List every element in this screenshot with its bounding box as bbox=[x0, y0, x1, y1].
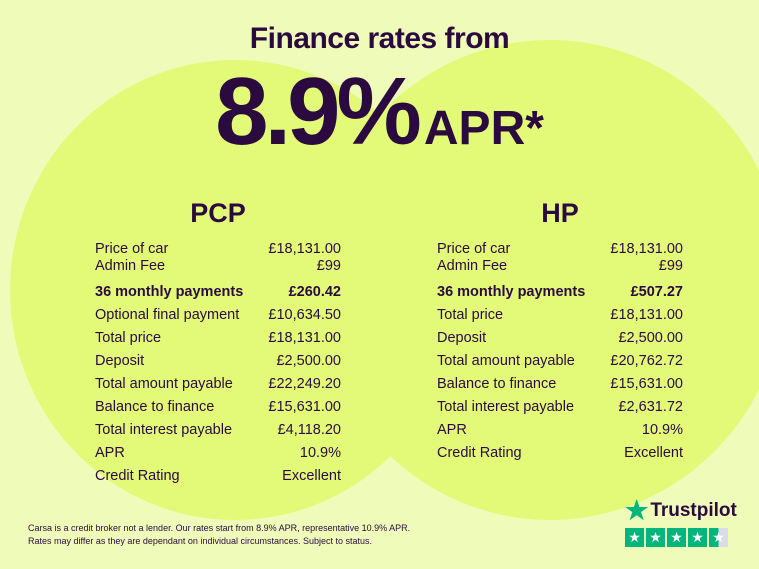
row-label: Total amount payable bbox=[437, 353, 575, 369]
row-value: 10.9% bbox=[299, 445, 341, 461]
row-label: APR bbox=[437, 422, 467, 438]
table-row: Admin Fee £99 bbox=[437, 258, 683, 275]
row-value: Excellent bbox=[624, 445, 683, 461]
row-label: Total amount payable bbox=[95, 376, 233, 392]
table-row: Optional final payment £10,634.50 bbox=[95, 304, 341, 327]
table-row: APR 10.9% bbox=[437, 419, 683, 442]
row-label: Price of car bbox=[437, 241, 511, 257]
table-row: 36 monthly payments £260.42 bbox=[95, 281, 341, 304]
disclaimer-line-1: Carsa is a credit broker not a lender. O… bbox=[28, 523, 411, 533]
row-label: Credit Rating bbox=[95, 468, 180, 484]
row-value: £15,631.00 bbox=[268, 399, 341, 415]
row-label: 36 monthly payments bbox=[95, 284, 244, 300]
table-row: Admin Fee £99 bbox=[95, 258, 341, 275]
rating-star-icon: ★ bbox=[709, 528, 728, 547]
table-row: APR 10.9% bbox=[95, 442, 341, 465]
table-row: Price of car £18,131.00 bbox=[437, 241, 683, 258]
trustpilot-star-icon: ★ bbox=[625, 495, 649, 525]
row-value: Excellent bbox=[282, 468, 341, 484]
rate-display: 8.9% APR* bbox=[0, 64, 759, 160]
row-label: Total price bbox=[437, 307, 504, 323]
table-row: Credit Rating Excellent bbox=[437, 442, 683, 465]
row-label: Credit Rating bbox=[437, 445, 522, 461]
table-row: Deposit £2,500.00 bbox=[437, 327, 683, 350]
row-value: £18,131.00 bbox=[268, 330, 341, 346]
row-label: Admin Fee bbox=[95, 258, 166, 274]
row-label: Total interest payable bbox=[437, 399, 575, 415]
table-row: Balance to finance £15,631.00 bbox=[95, 396, 341, 419]
row-value: £22,249.20 bbox=[268, 376, 341, 392]
rating-star-icon: ★ bbox=[625, 528, 644, 547]
row-label: 36 monthly payments bbox=[437, 284, 586, 300]
table-row: Deposit £2,500.00 bbox=[95, 350, 341, 373]
row-value: £99 bbox=[316, 258, 341, 274]
row-value: £2,500.00 bbox=[618, 330, 683, 346]
pcp-table: PCP Price of car £18,131.00 Admin Fee £99 36… bbox=[95, 198, 341, 488]
row-label: Admin Fee bbox=[437, 258, 508, 274]
row-value: £99 bbox=[658, 258, 683, 274]
rating-star-icon: ★ bbox=[667, 528, 686, 547]
table-row: Balance to finance £15,631.00 bbox=[437, 373, 683, 396]
row-label: Balance to finance bbox=[95, 399, 215, 415]
table-row: Total price £18,131.00 bbox=[95, 327, 341, 350]
row-value: £20,762.72 bbox=[610, 353, 683, 369]
rating-star-icon: ★ bbox=[646, 528, 665, 547]
table-row: Total amount payable £22,249.20 bbox=[95, 373, 341, 396]
row-label: Price of car bbox=[95, 241, 169, 257]
table-row: Total price £18,131.00 bbox=[437, 304, 683, 327]
row-label: APR bbox=[95, 445, 125, 461]
row-value: £18,131.00 bbox=[268, 241, 341, 257]
table-row: Total amount payable £20,762.72 bbox=[437, 350, 683, 373]
background-circle-right bbox=[315, 40, 759, 520]
table-row: Total interest payable £2,631.72 bbox=[437, 396, 683, 419]
row-value: £2,500.00 bbox=[276, 353, 341, 369]
row-value: £10,634.50 bbox=[268, 307, 341, 323]
row-label: Deposit bbox=[437, 330, 487, 346]
table-row: 36 monthly payments £507.27 bbox=[437, 281, 683, 304]
hp-table: HP Price of car £18,131.00 Admin Fee £99 36 … bbox=[437, 198, 683, 465]
row-value: £507.27 bbox=[630, 284, 683, 300]
disclaimer: Carsa is a credit broker not a lender. O… bbox=[28, 522, 410, 548]
table-row: Credit Rating Excellent bbox=[95, 465, 341, 488]
row-label: Total interest payable bbox=[95, 422, 233, 438]
table-row: Price of car £18,131.00 bbox=[95, 241, 341, 258]
trustpilot-badge: ★ Trustpilot ★ ★ ★ ★ ★ bbox=[625, 495, 737, 547]
row-label: Deposit bbox=[95, 353, 145, 369]
row-value: 10.9% bbox=[641, 422, 683, 438]
row-label: Total price bbox=[95, 330, 162, 346]
disclaimer-line-2: Rates may differ as they are dependant o… bbox=[28, 536, 373, 546]
trustpilot-label: Trustpilot bbox=[650, 499, 737, 521]
row-value: £2,631.72 bbox=[618, 399, 683, 415]
row-label: Optional final payment bbox=[95, 307, 240, 323]
hp-title: HP bbox=[541, 198, 579, 228]
rate-suffix: APR* bbox=[423, 102, 544, 155]
pcp-title: PCP bbox=[190, 198, 246, 228]
row-value: £18,131.00 bbox=[610, 307, 683, 323]
row-label: Balance to finance bbox=[437, 376, 557, 392]
rate-value: 8.9% bbox=[215, 58, 422, 165]
headline: Finance rates from bbox=[249, 22, 510, 55]
table-row: Total interest payable £4,118.20 bbox=[95, 419, 341, 442]
row-value: £260.42 bbox=[288, 284, 341, 300]
row-value: £4,118.20 bbox=[277, 422, 341, 438]
row-value: £15,631.00 bbox=[610, 376, 683, 392]
rating-star-icon: ★ bbox=[688, 528, 707, 547]
trustpilot-rating: ★ ★ ★ ★ ★ bbox=[625, 528, 737, 547]
row-value: £18,131.00 bbox=[610, 241, 683, 257]
